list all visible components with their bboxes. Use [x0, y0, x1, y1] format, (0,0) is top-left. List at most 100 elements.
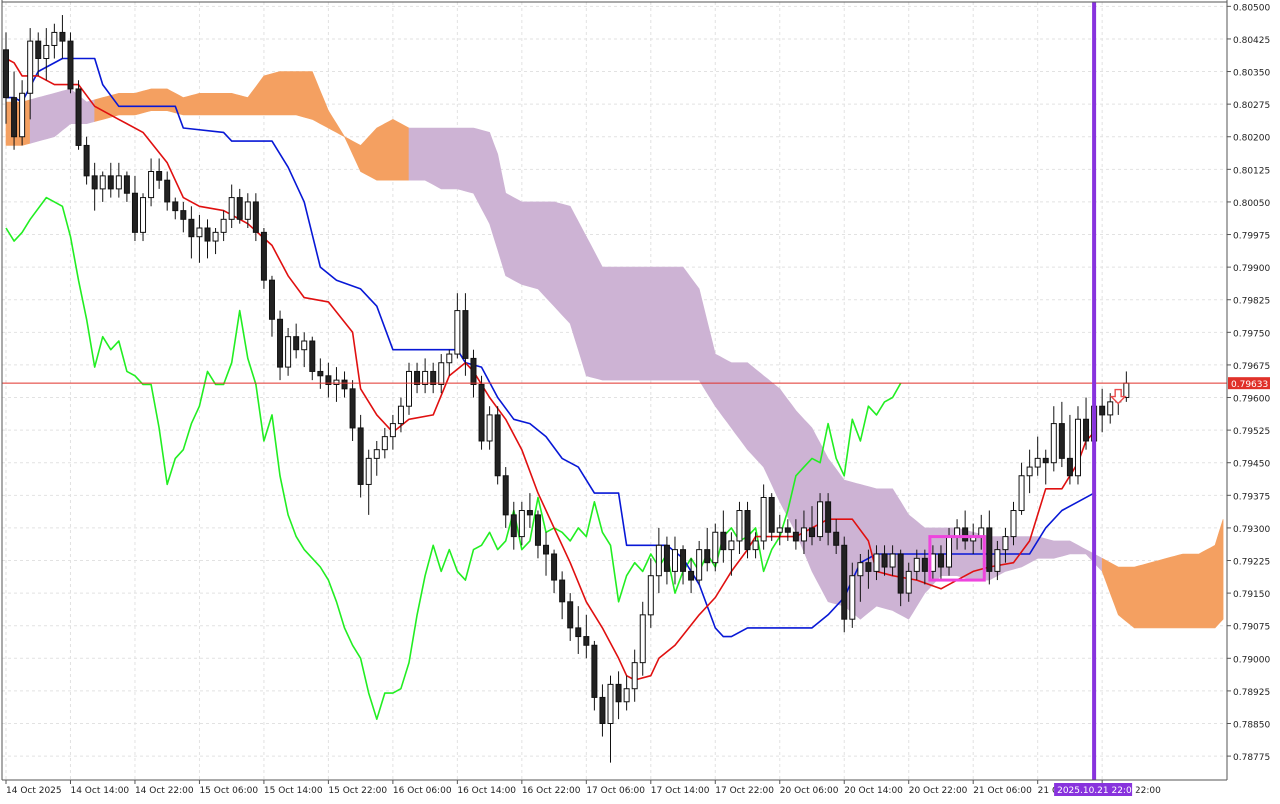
candle-body [470, 357, 477, 385]
y-axis-tick-label: 0.80425 [1233, 36, 1270, 46]
candle [809, 506, 815, 546]
candle-body [800, 527, 807, 542]
candle [35, 32, 42, 76]
y-axis-tick-label: 0.80275 [1233, 101, 1270, 111]
candle [115, 162, 122, 198]
candle-body [131, 192, 138, 233]
candle-body [559, 579, 566, 603]
x-axis-tick-label: 15 Oct 14:00 [264, 786, 323, 796]
cloud-bullish-segment [1101, 519, 1224, 629]
cursor-time-tag: 2025.10.21 22:00 [1054, 783, 1138, 796]
candle [301, 332, 308, 368]
candle [744, 501, 751, 559]
y-axis-tick-label: 0.79975 [1233, 232, 1270, 242]
current-price-label: 0.79633 [1231, 380, 1268, 390]
candle-body [615, 683, 622, 703]
candle [776, 514, 783, 546]
candle-body [599, 696, 606, 724]
candle-body [349, 388, 356, 429]
y-axis-tick-label: 0.80125 [1233, 166, 1270, 176]
cloud-bullish-segment [5, 99, 31, 146]
candle [1107, 393, 1114, 424]
candle-body [236, 197, 243, 220]
candle-body [397, 405, 404, 425]
candle [962, 510, 969, 550]
candle-body [27, 40, 34, 94]
candle-body [518, 510, 525, 538]
candle [220, 210, 227, 242]
candle [1026, 449, 1033, 494]
candle-body [212, 231, 219, 242]
candle [559, 571, 566, 620]
candle-body [647, 575, 654, 616]
y-axis-tick-label: 0.79450 [1233, 460, 1270, 470]
candle [3, 32, 9, 124]
candle [1050, 406, 1057, 472]
candle [67, 32, 74, 94]
candle-body [841, 544, 848, 620]
candle-body [11, 97, 18, 138]
candle-body [228, 197, 235, 220]
candle-body [1083, 418, 1090, 442]
y-axis-tick-label: 0.79075 [1233, 623, 1270, 633]
candle [534, 510, 541, 559]
candle-body [849, 575, 856, 620]
candle [1034, 436, 1041, 476]
x-axis-tick-label: 20 Oct 22:00 [909, 786, 968, 796]
candle-body [817, 501, 824, 538]
candle [19, 80, 26, 146]
candle [800, 510, 807, 554]
candle-body [639, 614, 646, 664]
candle-body [83, 144, 90, 177]
candle-body [792, 531, 799, 542]
candle [857, 553, 864, 602]
candle [204, 219, 211, 259]
candle [91, 162, 98, 211]
candle-body [905, 570, 912, 594]
highlight-box [928, 535, 986, 582]
y-axis-tick-label: 0.79300 [1233, 525, 1270, 535]
candle [897, 549, 904, 607]
candle-body [881, 553, 888, 568]
candle [1002, 527, 1009, 563]
candle-body [502, 475, 509, 516]
candle-body [268, 279, 275, 320]
candle [599, 684, 606, 737]
y-axis-tick-label: 0.80200 [1233, 134, 1270, 144]
candle-body [833, 531, 840, 546]
candle [792, 519, 799, 550]
candle [277, 310, 284, 381]
candle [244, 193, 251, 229]
candle-body [1074, 418, 1081, 477]
candle-body [663, 544, 670, 572]
candle-body [551, 553, 558, 581]
candle [502, 467, 509, 528]
candle-body [285, 336, 292, 368]
candle-body [728, 540, 735, 551]
y-axis-tick-label: 0.79825 [1233, 297, 1270, 307]
candle-body [478, 383, 485, 442]
candle-body [51, 31, 58, 46]
candle [107, 162, 114, 198]
candle [1018, 462, 1025, 515]
candle [768, 493, 775, 541]
candle-body [510, 514, 517, 538]
candle-body [188, 218, 195, 238]
candle-body [140, 197, 147, 233]
candle-body [720, 531, 727, 551]
candle-body [567, 601, 574, 629]
current-price-tag: 0.79633 [1228, 377, 1270, 390]
candle-body [454, 310, 461, 355]
candle [704, 527, 711, 572]
candle [623, 675, 630, 711]
candle-body [204, 227, 211, 242]
candlesticks [3, 15, 1130, 763]
candle-body [704, 549, 711, 564]
candle-body [1018, 475, 1025, 512]
candle-body [123, 175, 130, 194]
candle [486, 406, 493, 450]
candle [607, 675, 614, 763]
candle-body [889, 553, 896, 568]
